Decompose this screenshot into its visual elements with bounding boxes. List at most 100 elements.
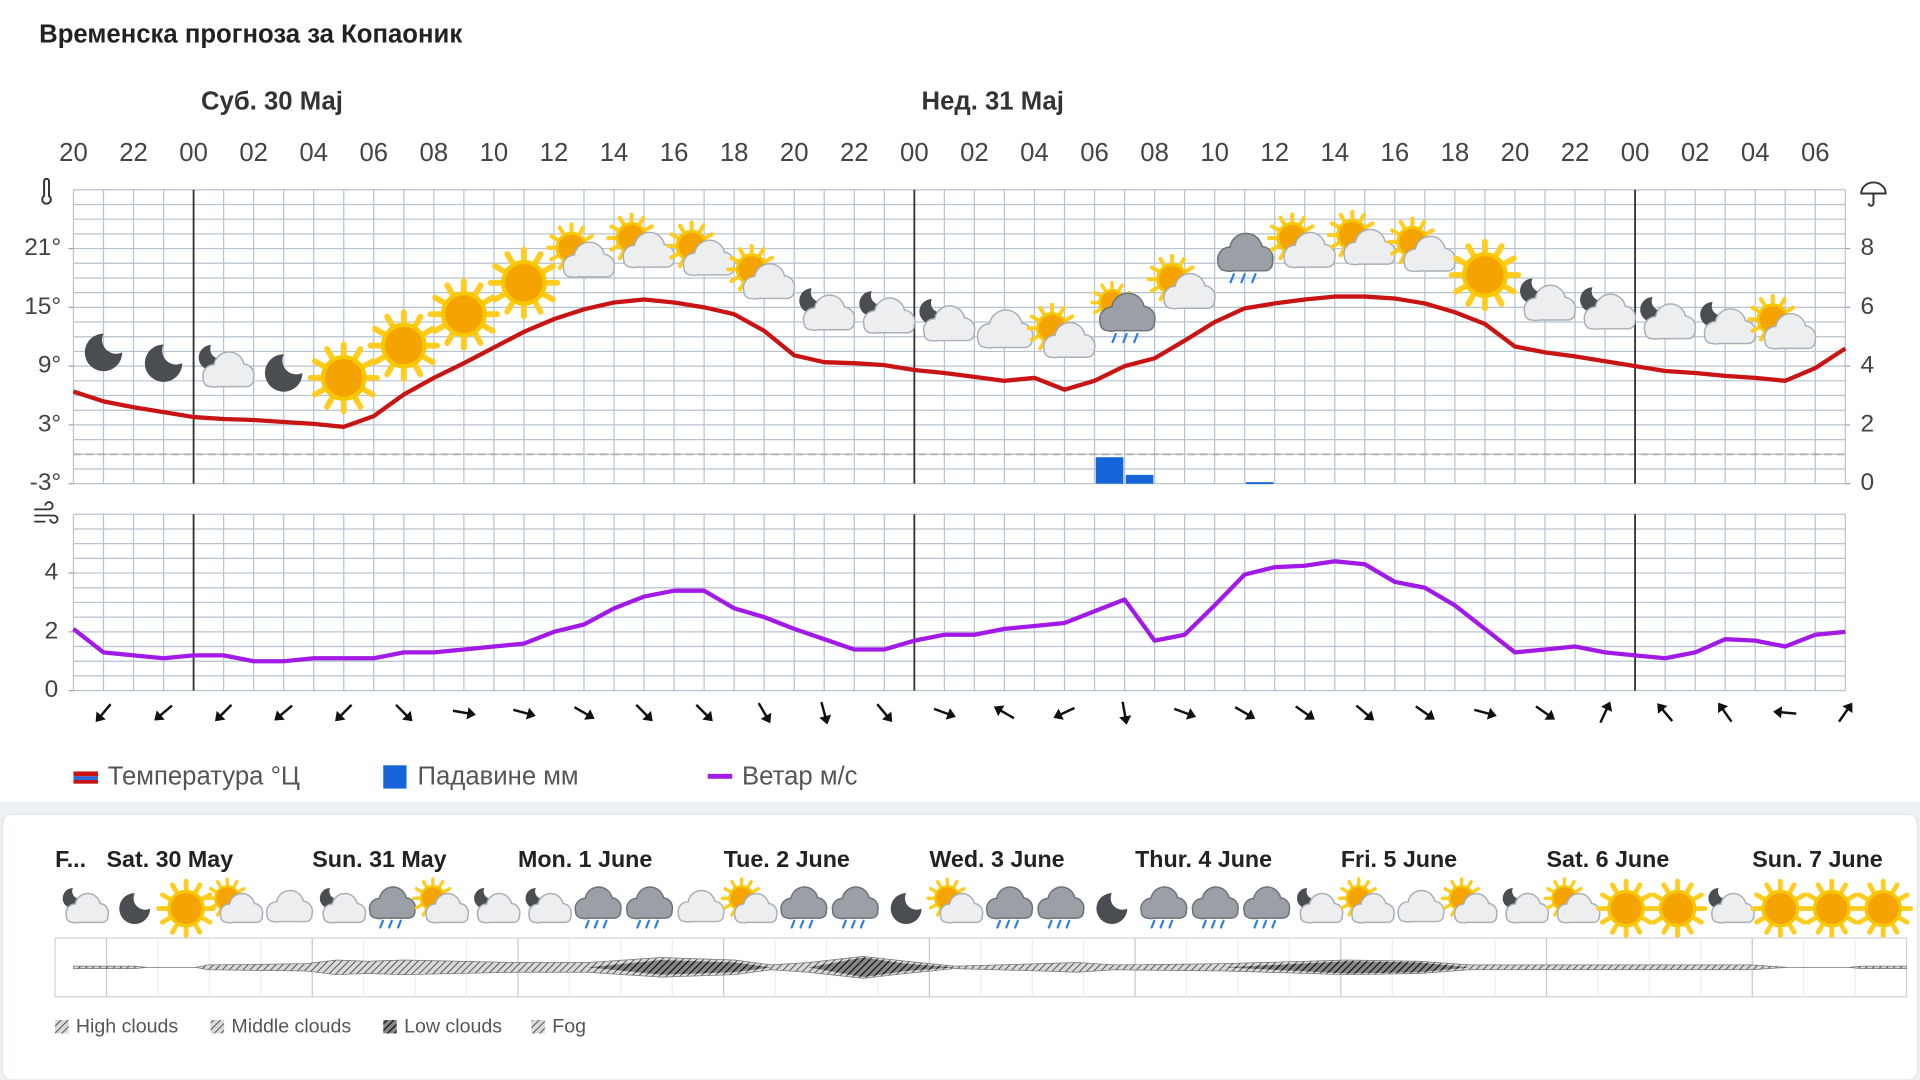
wind-arrow — [635, 703, 653, 722]
sun-ray — [1358, 212, 1367, 223]
cloud-legend-swatch — [383, 1020, 397, 1034]
sun-ray — [1750, 325, 1761, 334]
sun-ray — [677, 258, 686, 269]
sun-disc — [1864, 889, 1903, 928]
weather-icon — [367, 309, 441, 382]
sun-ray — [532, 251, 544, 266]
sun-ray — [723, 887, 732, 894]
sun-ray — [1839, 923, 1848, 935]
sun-ray — [1029, 334, 1040, 342]
sun-ray — [1599, 916, 1612, 925]
x-tick-label: 16 — [660, 139, 689, 167]
sun-ray — [935, 879, 943, 889]
rain-drop — [1159, 919, 1165, 929]
sun-ray — [1424, 228, 1435, 236]
weather-icon — [1596, 878, 1656, 939]
sun-ray — [444, 282, 455, 297]
cloud-legend-swatch — [55, 1020, 69, 1034]
sun-ray — [704, 232, 714, 240]
sun-ray — [324, 346, 335, 361]
sun-ray — [1750, 305, 1761, 314]
day-header: Sun. 7 June — [1752, 846, 1883, 872]
wind-arrow-head — [1486, 707, 1497, 720]
sun-ray — [1158, 291, 1166, 302]
cloud-base — [1352, 911, 1393, 922]
weather-icon — [1216, 232, 1274, 284]
x-tick-label: 14 — [600, 139, 629, 167]
sun-ray — [1364, 221, 1375, 229]
y2-tick-label: 0 — [1861, 469, 1875, 496]
sun-disc — [320, 354, 367, 401]
sun-ray — [617, 250, 626, 261]
sun-disc — [1761, 889, 1800, 928]
wind-arrow — [512, 707, 536, 720]
sun-ray — [1330, 241, 1340, 249]
x-tick-label: 06 — [1080, 139, 1109, 167]
day-header: Sun. 31 May — [312, 846, 446, 872]
sun-ray — [352, 395, 364, 410]
day-header: Sat. 30 May — [107, 846, 234, 872]
rain-drop — [636, 919, 642, 929]
weather-icon — [368, 886, 417, 929]
rain-drop — [1210, 919, 1216, 929]
wind-arrow — [993, 705, 1015, 720]
wind-arrow — [1535, 705, 1556, 720]
sun-ray — [1338, 247, 1346, 258]
rain-drop — [645, 919, 651, 929]
precipitation-bar — [1245, 482, 1274, 485]
sun-ray — [384, 313, 395, 328]
sun-ray — [492, 291, 507, 303]
day-header: Tue. 2 June — [724, 846, 850, 872]
wind-arrow — [274, 704, 293, 721]
wind-arrow-head — [95, 711, 106, 723]
sun-ray — [414, 903, 423, 910]
sun-ray — [1640, 892, 1653, 902]
cloud-base — [576, 906, 620, 918]
cloud-base — [1044, 343, 1094, 357]
x-tick-label: 02 — [1681, 139, 1710, 167]
wind-arrow-head — [274, 710, 285, 721]
wind-arrow-head — [993, 705, 1005, 717]
cloud-base — [324, 911, 365, 922]
day-header: Sat. 6 June — [1547, 846, 1670, 872]
weather-icon — [720, 877, 778, 924]
x-tick-label: 22 — [1561, 139, 1590, 167]
sun-ray — [414, 887, 423, 894]
cloud-legend-label: Fog — [552, 1016, 586, 1038]
grid — [72, 189, 1846, 692]
sun-ray — [1610, 923, 1619, 935]
weather-icon — [926, 877, 984, 924]
x-tick-label: 00 — [1621, 139, 1650, 167]
sun-ray — [737, 247, 746, 257]
sun-ray — [472, 332, 484, 346]
cloud-base — [1301, 911, 1342, 922]
sun-ray — [532, 300, 544, 315]
sun-ray — [1764, 882, 1773, 894]
rain-drop — [1168, 919, 1174, 929]
wind-arrow — [395, 703, 413, 722]
day-header: Wed. 3 June — [929, 846, 1064, 872]
rain-drop — [1150, 919, 1156, 929]
sun-ray — [311, 358, 326, 369]
sun-ray — [952, 879, 959, 889]
cloud-base — [370, 906, 415, 918]
wind-arrow-head — [642, 710, 653, 722]
cloud-base — [1218, 256, 1272, 271]
cloud-band — [73, 955, 1907, 979]
sun-disc — [440, 291, 487, 338]
sun-ray — [193, 882, 203, 894]
day-header: Mon. 1 June — [518, 846, 652, 872]
cloud-base — [1507, 911, 1548, 922]
weather-icon — [546, 222, 616, 279]
sun-ray — [1661, 882, 1671, 894]
rain-drop — [1202, 919, 1207, 929]
moon — [1096, 893, 1128, 924]
weather-icon — [1708, 888, 1755, 924]
sun-ray — [1546, 887, 1555, 894]
cloud-base — [478, 911, 519, 922]
wind-arrow-head — [1185, 708, 1197, 720]
cloud-base — [1399, 909, 1443, 921]
x-tick-label: 22 — [119, 139, 148, 167]
sun-ray — [159, 916, 172, 925]
